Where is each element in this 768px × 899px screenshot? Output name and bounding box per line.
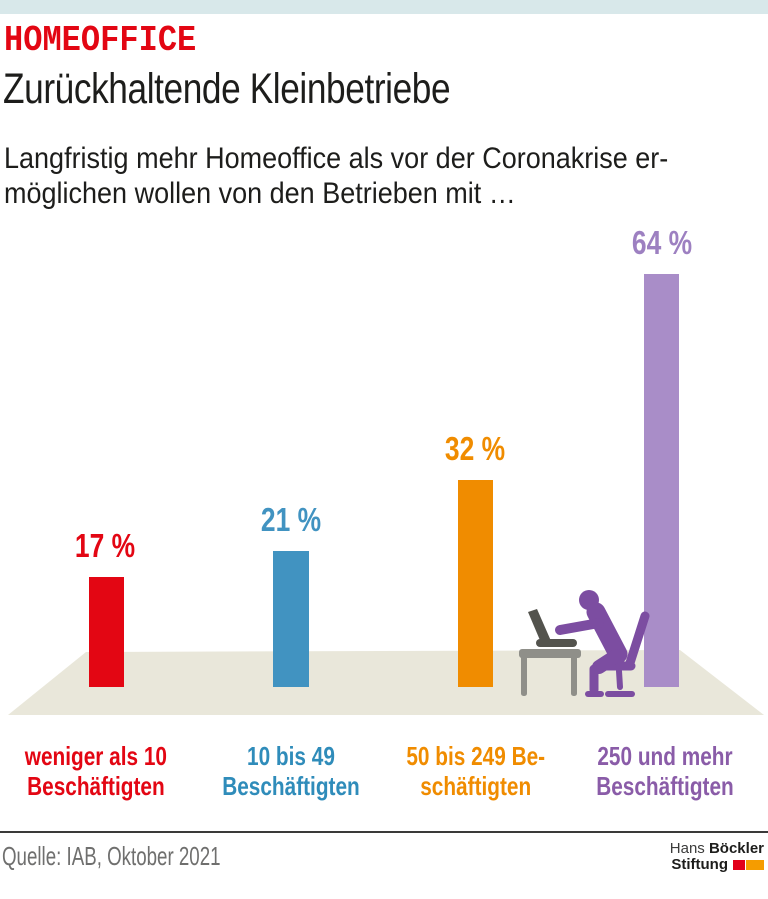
category-label-line: 50 bis 249 Be- bbox=[406, 741, 546, 771]
category-label-line: Beschäftigten bbox=[222, 771, 360, 801]
logo-line2: Stiftung bbox=[670, 857, 764, 872]
chart-subtitle-line1: Langfristig mehr Homeoffice als vor der … bbox=[4, 142, 669, 175]
bar-value-label: 17 % bbox=[74, 527, 136, 564]
chart-bar bbox=[273, 551, 309, 687]
logo-stiftung: Stiftung bbox=[671, 856, 728, 873]
category-label-line: Beschäftigten bbox=[27, 771, 165, 801]
logo-name-bold: Böckler bbox=[708, 840, 764, 857]
category-label: 50 bis 249 Be-schäftigten bbox=[380, 741, 572, 801]
page-title-text: Zurückhaltende Kleinbetriebe bbox=[3, 65, 451, 113]
category-label-line: schäftigten bbox=[420, 771, 532, 801]
category-label-line: 250 und mehr bbox=[597, 741, 733, 771]
category-label: weniger als 10 Beschäftigten bbox=[0, 741, 192, 801]
top-accent-strip bbox=[0, 0, 768, 14]
logo-name-regular: Hans bbox=[669, 840, 705, 857]
category-label-line: weniger als 10 bbox=[24, 741, 168, 771]
page-title: Zurückhaltende Kleinbetriebe bbox=[3, 67, 548, 111]
bar-value-label: 21 % bbox=[260, 501, 322, 538]
footer-divider bbox=[0, 831, 768, 833]
chart-bar bbox=[644, 274, 679, 687]
chart-subtitle: Langfristig mehr Homeoffice als vor der … bbox=[4, 141, 668, 211]
category-label-line: 10 bis 49 bbox=[247, 741, 335, 771]
logo-line1: Hans Böckler bbox=[670, 840, 764, 857]
desk-icon bbox=[519, 649, 581, 696]
chart-bar bbox=[458, 480, 493, 687]
source-note: Quelle: IAB, Oktober 2021 bbox=[2, 841, 221, 871]
bar-value-label: 64 % bbox=[631, 224, 693, 261]
category-label: 10 bis 49 Beschäftigten bbox=[195, 741, 387, 801]
bar-value-label: 32 % bbox=[444, 430, 506, 467]
chart-bar bbox=[89, 577, 124, 687]
kicker: HOMEOFFICE bbox=[4, 20, 197, 61]
logo-color-block bbox=[733, 859, 745, 870]
category-label: 250 und mehr Beschäftigten bbox=[569, 741, 761, 801]
category-label-line: Beschäftigten bbox=[596, 771, 734, 801]
laptop-icon bbox=[528, 609, 577, 647]
chart-subtitle-line2: möglichen wollen von den Betrieben mit … bbox=[4, 177, 516, 210]
person-at-desk-illustration bbox=[519, 590, 650, 697]
logo-color-block bbox=[746, 859, 764, 870]
hans-boeckler-stiftung-logo: Hans Böckler Stiftung bbox=[670, 841, 764, 872]
